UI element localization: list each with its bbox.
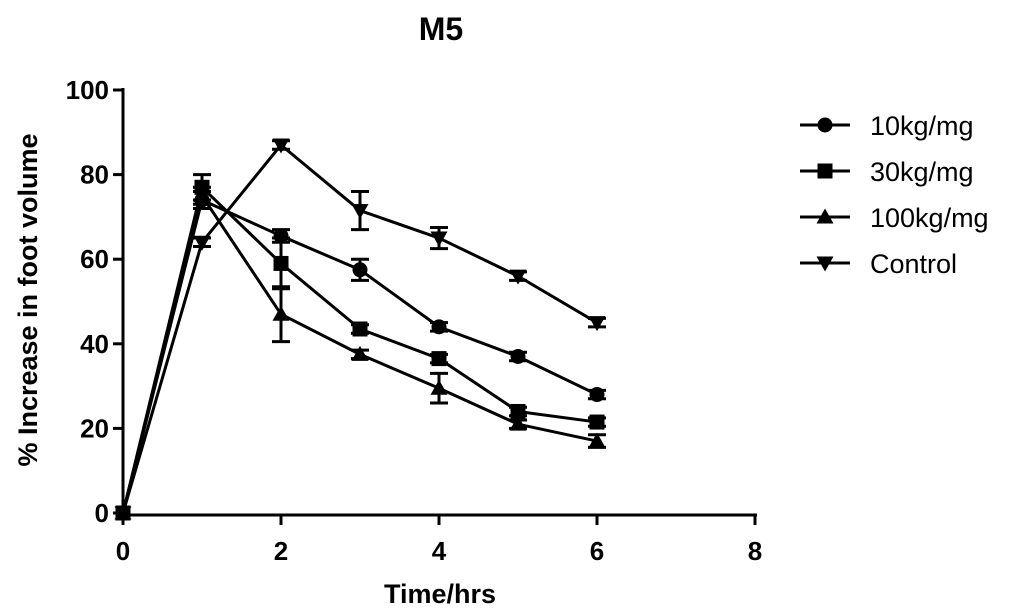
data-point [352, 321, 368, 337]
legend-item: Control [800, 249, 957, 279]
data-point [351, 204, 369, 220]
y-tick-label: 100 [66, 75, 109, 105]
legend-item: 30kg/mg [800, 157, 974, 187]
legend-marker [816, 208, 834, 224]
x-tick-label: 8 [748, 536, 762, 566]
y-axis-label: % Increase in foot volume [13, 133, 43, 466]
series-Control [114, 138, 606, 522]
legend-label: Control [870, 249, 957, 279]
data-point [272, 305, 290, 321]
data-point [431, 351, 447, 367]
y-tick-label: 40 [80, 329, 109, 359]
legend-label: 10kg/mg [870, 111, 974, 141]
data-point [193, 187, 211, 203]
data-point [272, 138, 290, 154]
legend-marker [817, 163, 833, 179]
x-tick-label: 4 [432, 536, 447, 566]
legend-marker [816, 256, 834, 272]
plot-area [114, 138, 606, 522]
data-point [430, 379, 448, 395]
chart-title: M5 [419, 11, 463, 47]
data-point [510, 348, 526, 364]
y-tick-label: 0 [95, 498, 109, 528]
data-point [273, 228, 289, 244]
x-axis-label: Time/hrs [384, 579, 496, 609]
data-point [352, 262, 368, 278]
data-point [431, 319, 447, 335]
legend-marker [817, 117, 833, 133]
y-tick-label: 60 [80, 244, 109, 274]
data-point [588, 316, 606, 332]
legend-item: 10kg/mg [800, 111, 974, 141]
x-tick-label: 0 [116, 536, 130, 566]
data-point [193, 235, 211, 251]
data-point [589, 387, 605, 403]
legend-label: 30kg/mg [870, 157, 974, 187]
data-point [430, 231, 448, 247]
data-point [589, 414, 605, 430]
y-tick-label: 20 [80, 413, 109, 443]
legend-label: 100kg/mg [870, 203, 989, 233]
data-point [273, 255, 289, 271]
x-axis: 0 2 4 6 8 [116, 513, 762, 566]
data-point [509, 415, 527, 431]
y-tick-label: 80 [80, 160, 109, 190]
data-point [509, 269, 527, 285]
x-tick-label: 2 [274, 536, 288, 566]
y-axis: 0 20 40 60 80 100 [66, 75, 125, 528]
series-100kg/mg [114, 185, 606, 520]
x-tick-label: 6 [590, 536, 604, 566]
data-point [588, 432, 606, 448]
data-point [510, 403, 526, 419]
data-point [351, 345, 369, 361]
legend-item: 100kg/mg [800, 203, 989, 233]
legend: 10kg/mg 30kg/mg 100kg/mg Control [800, 111, 989, 279]
data-point [114, 506, 132, 522]
